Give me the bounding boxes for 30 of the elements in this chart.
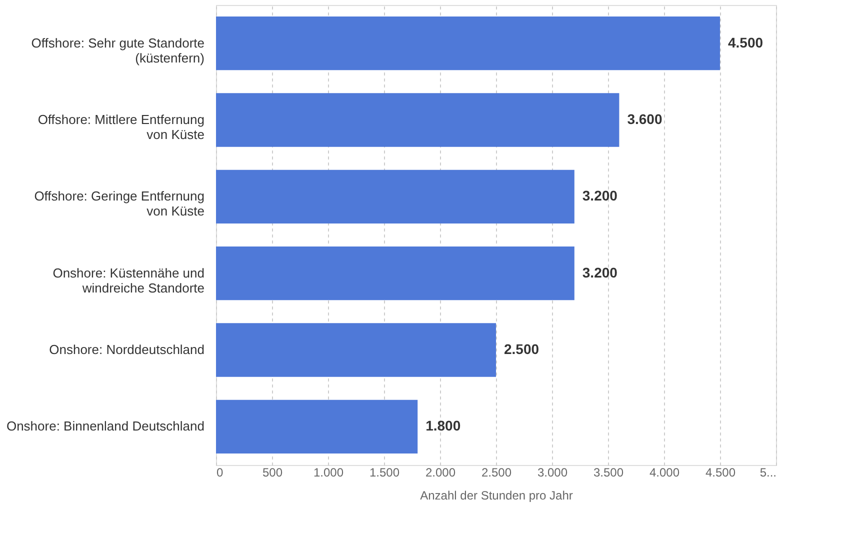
data-label: 2.500 xyxy=(504,341,540,357)
y-tick-label: Onshore: Binnenland Deutschland xyxy=(6,418,204,434)
data-label: 4.500 xyxy=(728,34,764,50)
y-tick-label: Offshore: Sehr gute Standorte (küstenfern) xyxy=(31,35,204,66)
y-tick-label: Offshore: Mittlere Entfernung von Küste xyxy=(38,112,204,142)
x-tick-label: 5... xyxy=(760,466,776,480)
x-tick-label: 2.500 xyxy=(481,466,512,480)
y-tick-label: Offshore: Geringe Entfernung von Küste xyxy=(34,188,204,219)
x-tick-label: 1.500 xyxy=(369,466,400,480)
data-label: 1.800 xyxy=(426,418,461,434)
x-tick-label: 1.000 xyxy=(313,466,344,480)
x-tick-label: 4.000 xyxy=(649,466,680,480)
data-label: 3.600 xyxy=(627,111,662,127)
bar xyxy=(216,400,418,454)
bar xyxy=(216,246,574,300)
x-tick-label: 3.500 xyxy=(593,466,624,480)
x-tick-label: 2.000 xyxy=(425,466,456,480)
bar xyxy=(216,323,496,377)
y-tick-label: Onshore: Küstennähe und windreiche Standorte xyxy=(52,265,204,296)
bar xyxy=(216,93,620,147)
x-tick-label: 0 xyxy=(216,466,224,480)
x-tick-label: 3.000 xyxy=(537,466,568,480)
bar xyxy=(216,170,574,224)
x-axis-title: Anzahl der Stunden pro Jahr xyxy=(420,488,573,502)
y-tick-label: Onshore: Norddeutschland xyxy=(49,342,204,357)
data-label: 3.200 xyxy=(582,188,618,204)
x-tick-label: 500 xyxy=(262,466,283,480)
bar xyxy=(216,16,720,70)
data-label: 3.200 xyxy=(582,264,618,280)
x-tick-label: 4.500 xyxy=(705,466,736,480)
